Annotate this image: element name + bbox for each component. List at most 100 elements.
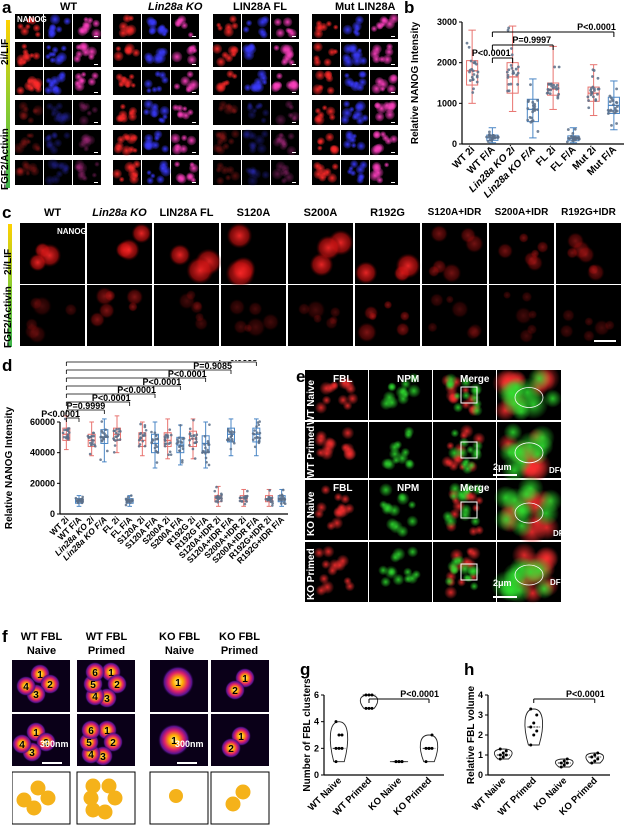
data-point <box>470 75 474 79</box>
colony <box>169 244 191 266</box>
nucleus <box>146 177 154 185</box>
panel-c-image-grid <box>20 223 621 346</box>
nucleus <box>224 53 234 63</box>
fluorescent-spot <box>379 500 388 510</box>
nucleus <box>217 105 224 112</box>
data-point <box>547 82 551 86</box>
colony <box>399 311 410 322</box>
fluorescent-spot <box>511 500 532 521</box>
data-point <box>243 497 246 500</box>
nucleus <box>30 78 39 87</box>
panel-e-dfc-3: DFC <box>553 529 570 538</box>
nucleus <box>271 168 283 180</box>
nucleus <box>372 54 381 64</box>
data-point <box>77 498 81 501</box>
scale-bar <box>391 182 395 183</box>
nucleus <box>113 51 124 62</box>
panel-label-c: c <box>2 203 12 222</box>
data-point <box>552 83 556 87</box>
data-point <box>106 435 109 439</box>
data-point <box>506 28 510 32</box>
data-point <box>102 437 106 441</box>
nucleus <box>344 72 350 79</box>
data-point <box>64 436 68 440</box>
nucleus <box>313 161 322 170</box>
data-point <box>515 73 519 77</box>
scale-bar <box>192 152 196 153</box>
data-point <box>610 98 614 101</box>
data-point <box>364 693 368 697</box>
colony <box>64 303 78 317</box>
data-point <box>281 494 285 498</box>
panel-c-col-header: S120A <box>236 207 271 219</box>
data-point <box>486 140 490 143</box>
fluorescent-spot <box>498 441 522 464</box>
data-point <box>506 76 510 79</box>
data-point <box>501 755 505 759</box>
data-point <box>498 747 502 751</box>
nucleus <box>16 54 27 65</box>
colony <box>395 322 410 337</box>
nucleus <box>91 172 97 178</box>
cluster-schematic-dot <box>26 800 42 816</box>
micrograph-tile <box>305 422 368 478</box>
data-point <box>115 427 118 431</box>
schematic-tile <box>210 771 270 825</box>
data-point <box>529 707 533 711</box>
data-point <box>507 89 511 93</box>
fbl-cluster <box>162 666 194 698</box>
data-point <box>590 91 594 94</box>
nucleus <box>132 147 138 153</box>
nucleus <box>247 110 257 120</box>
data-point <box>548 92 552 95</box>
fluorescent-spot <box>385 517 399 531</box>
nucleus <box>150 173 156 179</box>
data-point <box>279 502 283 505</box>
panel-f-scale-1: 300nm <box>40 739 69 749</box>
panel-e-scale-300nm-1: 300nm <box>576 462 605 472</box>
panel-a-col-mut: Mut LIN28A <box>335 1 396 13</box>
nucleus <box>314 24 324 33</box>
fluorescent-spot <box>321 559 331 570</box>
data-point <box>117 430 121 433</box>
data-point <box>194 441 198 445</box>
nucleus <box>317 139 323 145</box>
scale-bar-2um <box>493 596 517 598</box>
fluorescent-spot <box>403 567 413 577</box>
fluorescent-spot <box>461 390 471 401</box>
scale-bar <box>391 152 395 153</box>
data-point <box>488 130 491 134</box>
data-point <box>562 763 566 767</box>
data-point <box>532 733 536 737</box>
nucleus <box>283 172 295 183</box>
colony <box>427 322 438 333</box>
data-point <box>591 85 595 89</box>
data-point <box>189 434 193 438</box>
data-point <box>367 706 371 710</box>
fluorescent-spot <box>333 507 344 518</box>
panel-e-npm-ko: NPM <box>397 483 420 494</box>
scale-bar-2um <box>493 474 517 476</box>
data-point <box>269 497 273 501</box>
data-point <box>529 725 533 729</box>
y-axis-label: Relative NANOG Intensity <box>4 406 15 529</box>
fluorescent-spot <box>532 435 554 457</box>
data-point <box>510 47 513 50</box>
scale-bar <box>292 182 296 183</box>
data-point <box>511 72 515 75</box>
data-point <box>472 73 476 76</box>
nucleus <box>260 30 268 39</box>
data-point <box>63 417 67 421</box>
nucleus <box>185 86 192 93</box>
fluorescent-spot <box>393 440 403 450</box>
data-point <box>220 499 223 503</box>
data-point <box>551 86 555 90</box>
fluorescent-spot <box>385 396 399 410</box>
nucleus <box>171 51 183 63</box>
nucleus <box>147 18 158 29</box>
fluorescent-spot <box>450 564 460 575</box>
data-point <box>394 760 398 764</box>
nucleus <box>230 129 240 139</box>
nucleus <box>181 134 188 142</box>
